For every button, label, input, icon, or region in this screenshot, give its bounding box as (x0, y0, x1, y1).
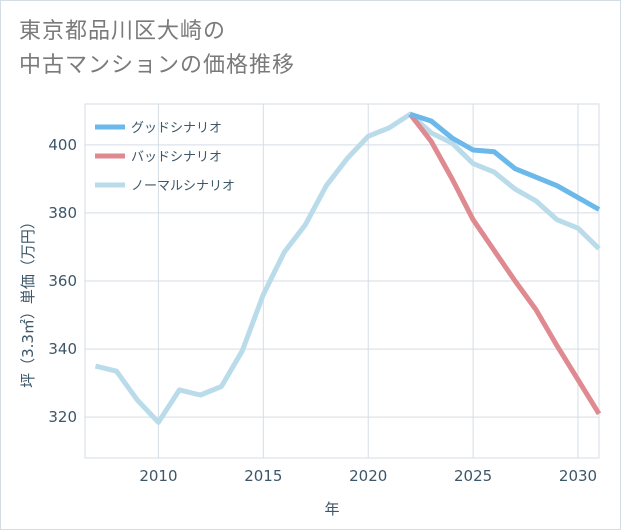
chart-title-line1: 東京都品川区大崎の (19, 19, 227, 44)
legend-label: バッドシナリオ (131, 150, 222, 165)
y-tick-label: 340 (48, 340, 77, 358)
chart-title: 東京都品川区大崎の 中古マンションの価格推移 (19, 15, 419, 83)
legend-label: グッドシナリオ (131, 121, 222, 136)
x-tick-label: 2010 (139, 467, 177, 485)
x-tick-label: 2020 (349, 467, 387, 485)
y-axis-title: 坪（3.3㎡）単価（万円） (19, 214, 37, 388)
y-tick-label: 320 (48, 408, 77, 426)
series-line-1 (408, 112, 602, 416)
legend-label: ノーマルシナリオ (131, 179, 235, 194)
y-tick-label: 360 (48, 272, 77, 290)
x-axis-title: 年 (324, 500, 339, 518)
chart-title-line2: 中古マンションの価格推移 (19, 53, 296, 78)
x-tick-label: 2015 (244, 467, 282, 485)
series-lines (94, 111, 602, 425)
y-tick-label: 380 (48, 204, 77, 222)
series-line-0 (409, 111, 601, 212)
series-line-2 (94, 111, 601, 425)
tick-labels: 2010 2015 2020 2025 2030 320 340 360 380 400 (48, 136, 597, 485)
x-tick-label: 2030 (559, 467, 597, 485)
x-tick-label: 2025 (454, 467, 492, 485)
y-tick-label: 400 (48, 136, 77, 154)
